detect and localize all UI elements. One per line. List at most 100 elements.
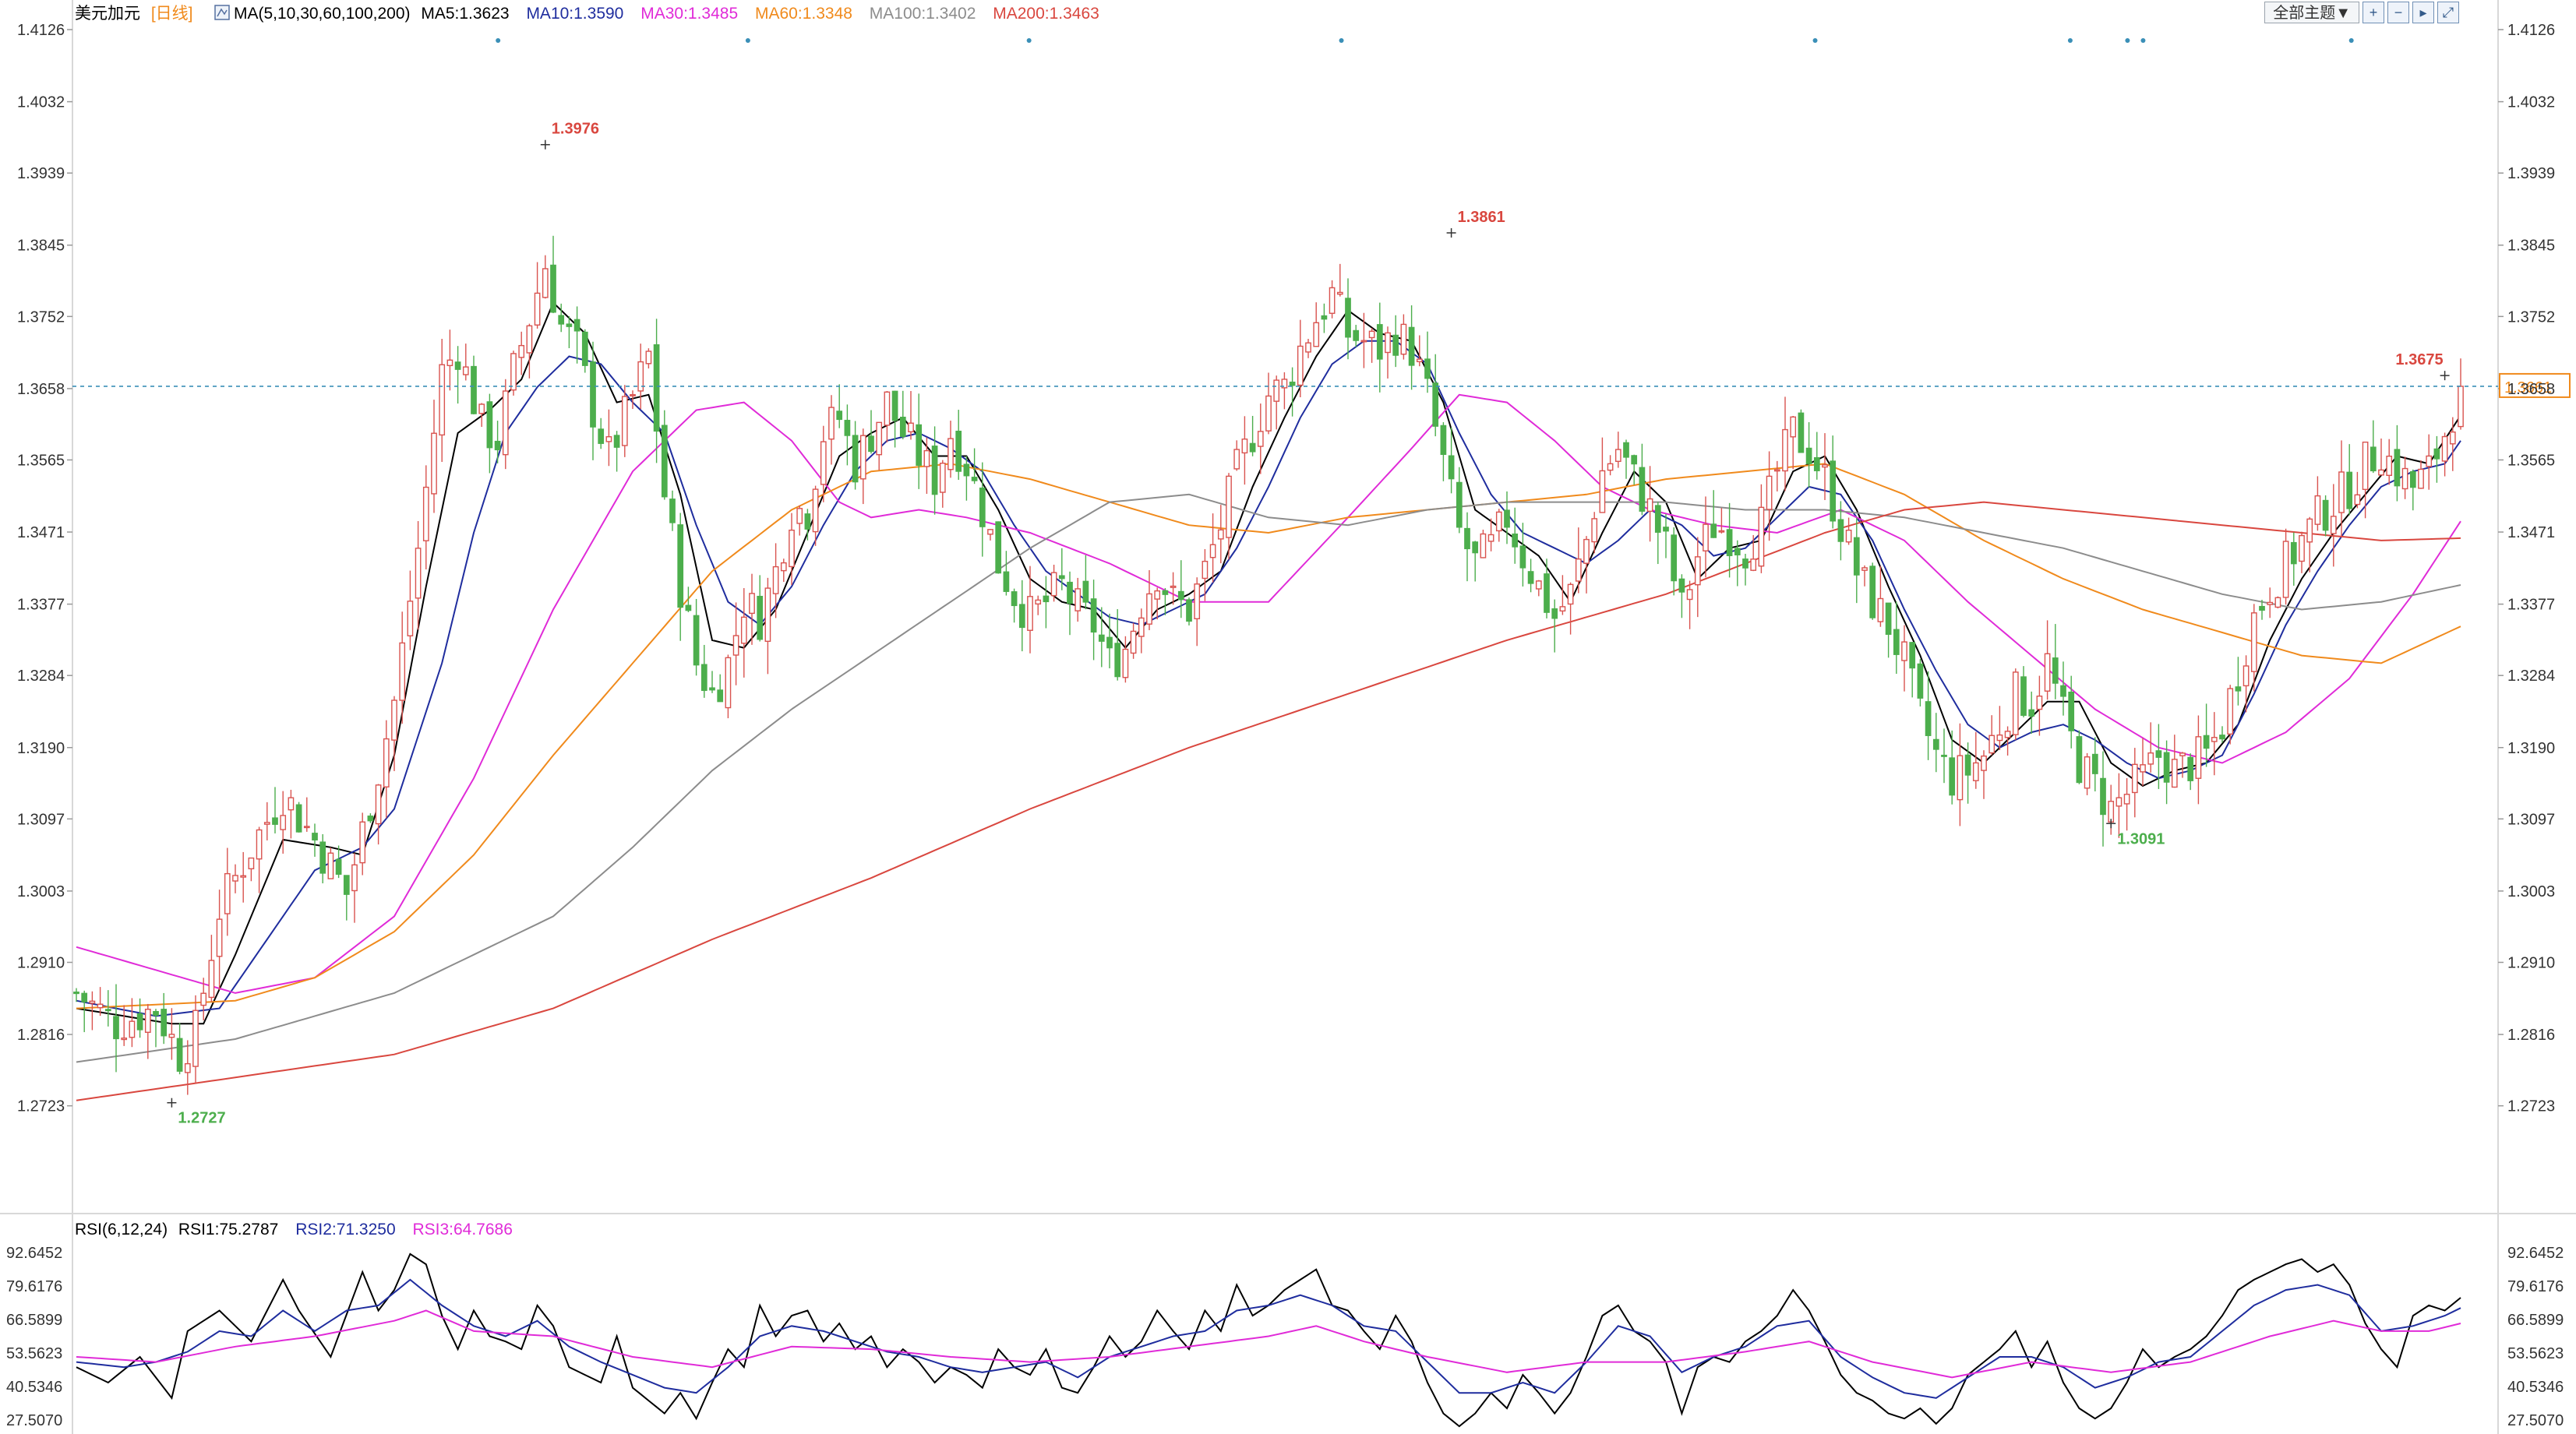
candle-body-down <box>1805 447 1812 464</box>
candle-body-down <box>1098 634 1105 642</box>
candle-body-down <box>1011 591 1018 607</box>
price-tick-label-right: 1.2816 <box>2507 1027 2555 1044</box>
candle-body-up <box>1122 648 1129 678</box>
candle-body-down <box>1830 460 1837 522</box>
expand-icon[interactable]: ⤢ <box>2437 2 2459 23</box>
candle-body-up <box>1567 583 1574 605</box>
candle-body-up <box>1487 534 1494 542</box>
candle-body-up <box>2211 737 2218 742</box>
candle-body-up <box>2362 441 2369 491</box>
rsi-layer <box>76 1253 2461 1428</box>
event-dot <box>2348 38 2354 43</box>
candle-body-up <box>351 864 358 892</box>
candle-body-up <box>1075 588 1082 611</box>
ma-settings-icon[interactable] <box>214 5 230 20</box>
step-forward-icon[interactable]: ▸ <box>2412 2 2434 23</box>
ma-legend: MA(5,10,30,60,100,200) MA5:1.3623 MA10:1… <box>234 5 1099 23</box>
candle-body-down <box>1885 602 1892 635</box>
candle-body-up <box>740 616 747 644</box>
candle-body-up <box>288 797 295 811</box>
candle-body-down <box>1432 382 1439 427</box>
candle-body-up <box>263 822 270 825</box>
rsi-tick-label: 79.6176 <box>6 1278 62 1295</box>
price-tick-label-right: 1.3377 <box>2507 597 2555 614</box>
candle-body-down <box>2394 449 2401 487</box>
candle-body-down <box>1949 757 1956 796</box>
candle-body-up <box>97 1003 104 1009</box>
candle-body-up <box>407 601 414 636</box>
candle-body-down <box>1376 324 1383 360</box>
candle-body-up <box>144 1009 151 1033</box>
ma30-value: MA30:1.3485 <box>640 5 738 23</box>
candle-body-down <box>1742 558 1749 569</box>
price-tick-label: 1.3284 <box>17 668 65 685</box>
candle-body-up <box>2147 752 2154 765</box>
candle-body-down <box>955 430 962 472</box>
ma10-line <box>76 340 2461 1017</box>
event-dot <box>2125 38 2130 43</box>
candle-body-up <box>1360 340 1367 343</box>
candle-body-up <box>1877 597 1884 622</box>
candle-body-up <box>1480 533 1487 558</box>
candlestick-layer <box>73 235 2464 1095</box>
candle-body-up <box>1130 630 1137 654</box>
price-tick-label: 1.4126 <box>17 22 65 39</box>
candle-body-up <box>510 353 517 391</box>
candle-body-down <box>1932 738 1939 750</box>
candle-body-up <box>2458 386 2464 428</box>
zoom-out-icon[interactable]: − <box>2387 2 2409 23</box>
candle-body-up <box>1981 755 1987 771</box>
candle-body-up <box>1241 439 1248 454</box>
candle-body-up <box>1202 560 1209 580</box>
candle-body-up <box>422 486 429 541</box>
candle-body-up <box>1845 529 1852 543</box>
candle-body-down <box>153 1010 159 1016</box>
annotation-layer: 1.3661 1.3976 1.3861 1.3675 1.2727 1.3091 <box>72 38 2571 1127</box>
price-tick-label-right: 1.3845 <box>2507 238 2555 255</box>
price-tick-label-right: 1.3190 <box>2507 740 2555 757</box>
rsi-tick-label: 40.5346 <box>6 1379 62 1396</box>
candle-body-up <box>1957 755 1964 801</box>
rsi-legend: RSI(6,12,24) RSI1:75.2787 RSI2:71.3250 R… <box>75 1221 513 1238</box>
candle-body-up <box>240 875 247 878</box>
candle-body-down <box>312 833 318 840</box>
candle-body-up <box>1385 332 1391 354</box>
candle-body-down <box>2409 470 2416 488</box>
candle-body-down <box>2219 735 2225 740</box>
candle-body-down <box>73 991 79 995</box>
candle-body-up <box>1297 345 1304 386</box>
candle-body-down <box>550 264 556 313</box>
ma-settings-glyph <box>217 8 228 17</box>
candle-body-down <box>1623 442 1629 458</box>
candle-body-up <box>216 918 223 957</box>
candle-body-down <box>1678 578 1685 593</box>
candle-body-down <box>700 664 708 692</box>
price-tick-label-right: 1.3752 <box>2507 308 2555 326</box>
candle-body-down <box>2346 471 2353 509</box>
candle-body-up <box>796 508 803 524</box>
candle-body-down <box>581 331 588 366</box>
rsi-tick-label-right: 92.6452 <box>2507 1245 2564 1262</box>
candle-body-up <box>1194 583 1201 620</box>
candle-body-up <box>923 449 930 467</box>
candle-body-up <box>1822 464 1828 468</box>
candle-body-down <box>2203 735 2210 749</box>
event-dot <box>1812 38 1818 43</box>
candle-body-up <box>789 529 795 568</box>
candle-body-down <box>295 804 302 833</box>
price-tick-label-right: 1.3658 <box>2507 381 2555 398</box>
candle-body-up <box>2306 518 2313 543</box>
candle-body-up <box>1233 449 1240 470</box>
price-tick-label: 1.2910 <box>17 954 65 971</box>
candle-body-up <box>431 432 437 495</box>
candle-body-up <box>2227 688 2234 735</box>
candle-body-down <box>319 841 326 874</box>
candle-body-down <box>931 446 938 495</box>
zoom-in-icon[interactable]: + <box>2363 2 2384 23</box>
candle-body-down <box>693 615 700 666</box>
candle-body-up <box>645 351 652 365</box>
theme-select-button[interactable]: 全部主题▼ <box>2264 2 2359 23</box>
candle-body-up <box>1329 287 1336 314</box>
price-axis-left: 1.4126 1.4032 1.3939 1.3845 1.3752 1.3658 1.35… <box>17 22 65 1115</box>
candle-body-down <box>1631 455 1638 465</box>
